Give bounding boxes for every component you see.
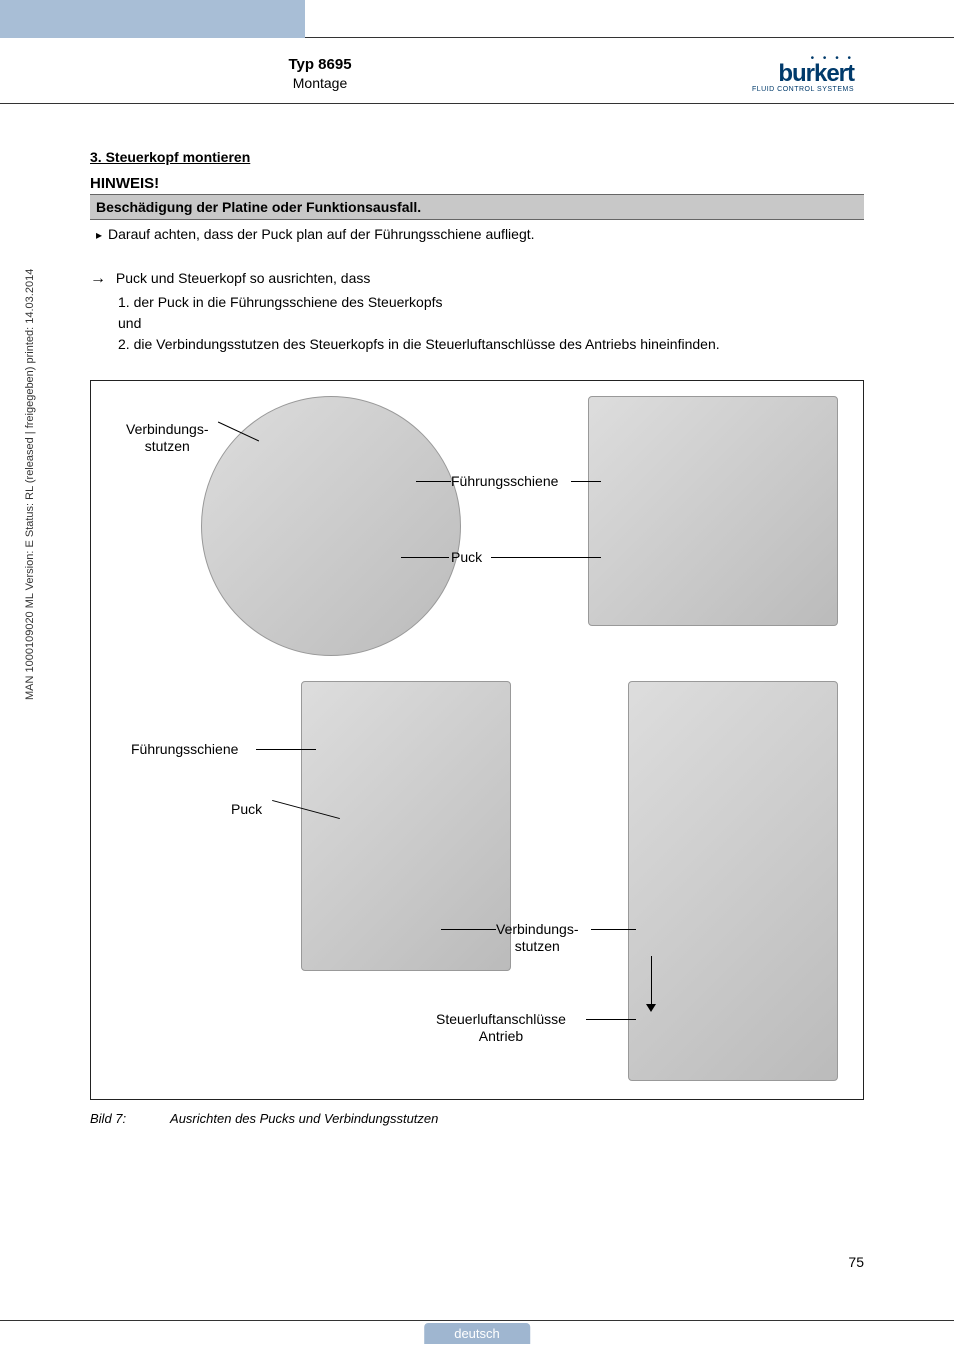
label-puck-2: Puck	[231, 801, 262, 818]
figure-image-bottomright	[628, 681, 838, 1081]
side-document-id: MAN 1000109020 ML Version: E Status: RL …	[24, 269, 36, 700]
leader-line	[416, 481, 451, 482]
notice-title: HINWEIS!	[90, 175, 864, 192]
page-header: Typ 8695 Montage • • • • burkert FLUID C…	[0, 38, 954, 104]
top-tab-bar	[0, 0, 954, 38]
instruction-arrow-line: Puck und Steuerkopf so ausrichten, dass	[90, 270, 864, 288]
tab-content	[305, 0, 954, 38]
page-number: 75	[848, 1254, 864, 1270]
notice-bullet-text: Darauf achten, dass der Puck plan auf de…	[96, 226, 535, 242]
section-heading: 3. Steuerkopf montieren	[90, 149, 864, 165]
logo-text: burkert	[704, 60, 854, 88]
instruction-steps: 1. der Puck in die Führungsschiene des S…	[118, 292, 864, 355]
caption-text: Ausrichten des Pucks und Verbindungsstut…	[170, 1111, 438, 1126]
leader-line	[401, 557, 449, 558]
leader-line	[441, 929, 496, 930]
label-fuehrungsschiene-1: Führungsschiene	[451, 473, 558, 490]
leader-line	[256, 749, 316, 750]
type-label: Typ 8695	[220, 56, 420, 73]
arrowhead-icon	[646, 1004, 656, 1012]
step-1: 1. der Puck in die Führungsschiene des S…	[118, 292, 864, 313]
leader-line	[571, 481, 601, 482]
caption-label: Bild 7:	[90, 1111, 126, 1126]
header-title-block: Typ 8695 Montage	[220, 56, 420, 91]
leader-line	[586, 1019, 636, 1020]
notice-warning-bar: Beschädigung der Platine oder Funktionsa…	[90, 194, 864, 220]
leader-line-vertical	[651, 956, 652, 1006]
label-puck-1: Puck	[451, 549, 482, 566]
step-und: und	[118, 313, 864, 334]
label-verbindungsstutzen-2: Verbindungs- stutzen	[496, 921, 579, 955]
tab-spacer	[0, 0, 305, 38]
leader-line	[491, 557, 601, 558]
figure-image-topleft	[201, 396, 461, 656]
notice-body: Darauf achten, dass der Puck plan auf de…	[90, 220, 864, 252]
step-2: 2. die Verbindungsstutzen des Steuerkopf…	[118, 334, 864, 355]
figure-caption: Bild 7: Ausrichten des Pucks und Verbind…	[90, 1110, 864, 1126]
brand-logo: • • • • burkert FLUID CONTROL SYSTEMS	[704, 53, 854, 93]
figure-7: Verbindungs- stutzen Führungsschiene Puc…	[90, 380, 864, 1100]
leader-line	[591, 929, 636, 930]
instruction-text: Puck und Steuerkopf so ausrichten, dass	[116, 270, 370, 286]
figure-image-bottomleft	[301, 681, 511, 971]
figure-image-topright	[588, 396, 838, 626]
label-steuerluft: Steuerluftanschlüsse Antrieb	[436, 1011, 566, 1045]
section-label: Montage	[220, 75, 420, 91]
main-content: 3. Steuerkopf montieren HINWEIS! Beschäd…	[0, 104, 954, 1126]
label-verbindungsstutzen-1: Verbindungs- stutzen	[126, 421, 209, 455]
footer-bar: deutsch	[0, 1320, 954, 1350]
label-fuehrungsschiene-2: Führungsschiene	[131, 741, 238, 758]
language-indicator: deutsch	[424, 1323, 530, 1344]
